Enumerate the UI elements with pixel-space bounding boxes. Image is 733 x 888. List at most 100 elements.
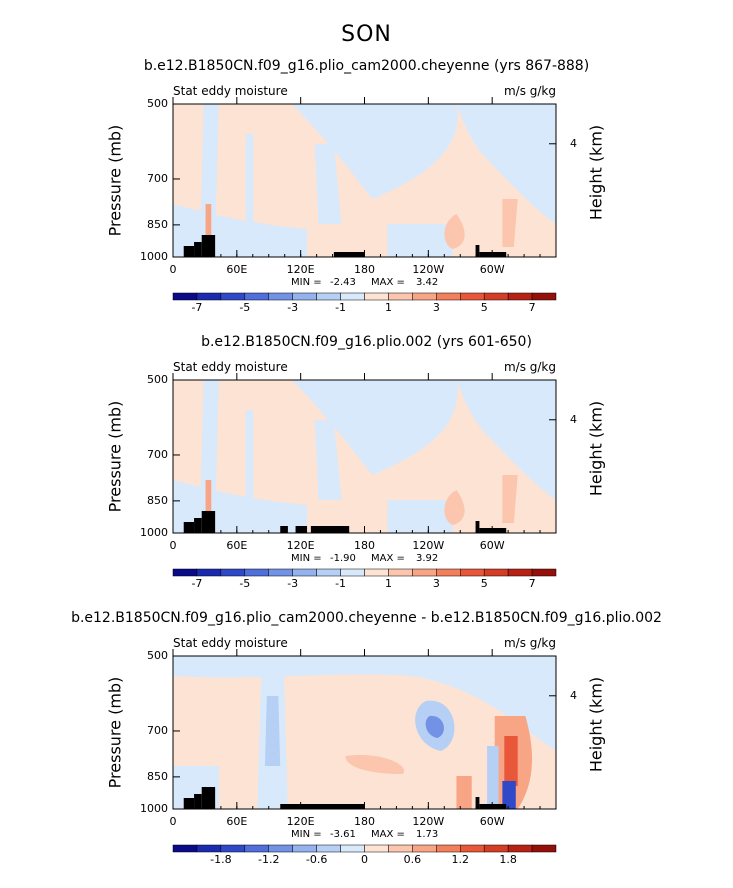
topography [475, 521, 480, 533]
colorbar-label: -1.8 [210, 853, 232, 866]
colorbar-swatch [388, 568, 413, 577]
min-label: MIN = [291, 277, 322, 288]
field-name: Stat eddy moisture [173, 636, 288, 650]
contour-blue-region [314, 144, 342, 224]
x-tick-label: 60E [226, 263, 248, 276]
colorbar-swatch [507, 844, 533, 853]
field-name: Stat eddy moisture [173, 360, 288, 374]
contour-red-region [444, 490, 465, 525]
colorbar-label: -0.6 [305, 853, 328, 866]
colorbar-swatch [220, 292, 246, 301]
panel-3 [172, 649, 557, 853]
colorbar-swatch [436, 292, 461, 301]
contour-blue-region [387, 224, 453, 257]
units-label: m/s g/kg [503, 360, 556, 374]
max-label: MAX = [371, 829, 405, 840]
colorbar-swatch [364, 292, 389, 301]
contour-blue-region [425, 715, 444, 738]
colorbar-swatch [196, 844, 222, 853]
contour-blue-region [456, 380, 556, 500]
colorbar-swatch [292, 292, 317, 301]
y-axis-label: Pressure (mb) [105, 124, 125, 236]
topography [475, 797, 480, 809]
x-tick-label: 0 [169, 815, 177, 828]
topography [479, 252, 507, 257]
contour-blue-region [456, 104, 556, 224]
colorbar-swatch [172, 844, 198, 853]
contour-red-region [502, 199, 518, 247]
max-value: 3.92 [416, 553, 439, 564]
colorbar-label: 5 [480, 301, 488, 314]
colorbar-swatch [172, 568, 198, 577]
contour-red-region [456, 776, 472, 809]
y-tick-label: 500 [147, 97, 168, 110]
contour-blue-region [314, 420, 342, 500]
colorbar-swatch [507, 568, 533, 577]
colorbar-swatch [460, 292, 485, 301]
min-label: MIN = [291, 829, 322, 840]
x-tick-label: 60W [479, 815, 505, 828]
x-tick-label: 180 [354, 539, 375, 552]
colorbar-swatch [483, 844, 509, 853]
x-tick-label: 120W [412, 263, 445, 276]
colorbar-swatch [412, 568, 437, 577]
colorbar-swatch [412, 844, 437, 853]
height-axis-label: Height (km) [586, 124, 606, 220]
contour-blue-region [173, 656, 556, 751]
x-tick-label: 0 [169, 263, 177, 276]
colorbar-swatch [460, 568, 485, 577]
colorbar-swatch [531, 568, 557, 577]
colorbar-swatch [196, 568, 222, 577]
y-tick-label: 1000 [140, 526, 168, 539]
y-axis-label: Pressure (mb) [105, 676, 125, 788]
panel-1 [172, 97, 557, 301]
contour-red-region [504, 736, 518, 786]
x-tick-label: 120E [286, 539, 315, 552]
topography [194, 794, 202, 809]
colorbar-label: 1 [384, 301, 392, 314]
topography [194, 518, 202, 533]
contour-blue-region [245, 410, 254, 533]
contour-red-region [502, 475, 518, 523]
colorbar-swatch [340, 568, 365, 577]
units-label: m/s g/kg [503, 636, 556, 650]
colorbar-swatch [268, 568, 293, 577]
x-tick-label: 60E [226, 539, 248, 552]
colorbar-label: 3 [432, 301, 440, 314]
x-tick-label: 180 [354, 815, 375, 828]
colorbar-swatch [388, 292, 413, 301]
colorbar-swatch [316, 844, 341, 853]
x-tick-label: 60W [479, 539, 505, 552]
topography [183, 798, 195, 809]
colorbar-label: -7 [191, 301, 203, 314]
colorbar-swatch [436, 568, 461, 577]
colorbar-label: -1 [335, 577, 347, 590]
colorbar-label: 7 [528, 577, 536, 590]
x-tick-label: 60E [226, 815, 248, 828]
y-axis-label: Pressure (mb) [105, 400, 125, 512]
topography [183, 246, 195, 257]
colorbar-label: -1.2 [258, 853, 280, 866]
topography [280, 526, 288, 533]
contour-blue-region [502, 781, 516, 809]
colorbar-swatch [292, 568, 317, 577]
panel-2 [172, 373, 557, 577]
colorbar-swatch [460, 844, 485, 853]
topography [310, 526, 350, 533]
colorbar-label: -5 [239, 301, 251, 314]
y-tick-label: 500 [147, 649, 168, 662]
colorbar-swatch [388, 844, 413, 853]
topography [183, 522, 195, 533]
height-tick-label: 4 [570, 688, 577, 702]
contour-field [173, 104, 556, 257]
colorbar-label: 1.8 [499, 853, 517, 866]
colorbar-swatch [340, 844, 365, 853]
topography [280, 804, 365, 809]
min-value: -1.90 [330, 553, 356, 564]
colorbar-swatch [507, 292, 533, 301]
x-tick-label: 120E [286, 263, 315, 276]
contour-red-region [345, 755, 405, 774]
max-label: MAX = [371, 277, 405, 288]
contour-field [173, 380, 556, 533]
colorbar-swatch [196, 292, 222, 301]
